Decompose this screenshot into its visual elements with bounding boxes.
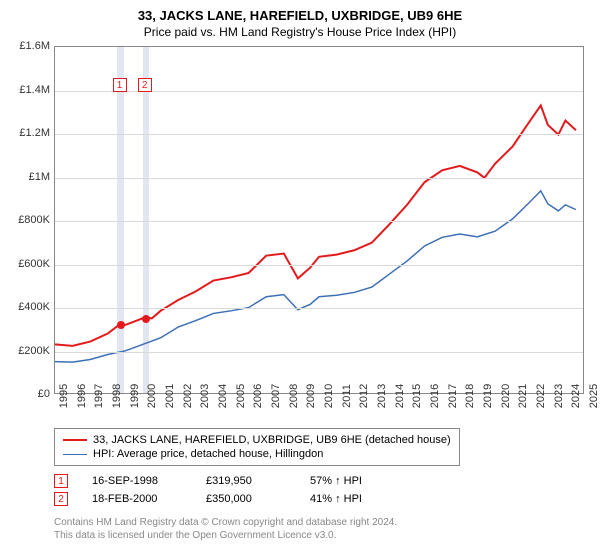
x-axis-label: 1999 xyxy=(129,384,141,408)
gridline xyxy=(55,308,583,309)
gridline xyxy=(55,178,583,179)
x-axis-label: 1997 xyxy=(93,384,105,408)
transaction-point xyxy=(117,321,125,329)
x-axis-label: 2001 xyxy=(164,384,176,408)
chart-title: 33, JACKS LANE, HAREFIELD, UXBRIDGE, UB9… xyxy=(0,0,600,23)
x-axis-label: 2013 xyxy=(376,384,388,408)
x-axis-label: 2016 xyxy=(429,384,441,408)
x-axis-label: 2003 xyxy=(199,384,211,408)
transaction-date: 16-SEP-1998 xyxy=(92,475,182,487)
x-axis-label: 2019 xyxy=(482,384,494,408)
x-axis-label: 2024 xyxy=(570,384,582,408)
x-axis-label: 2008 xyxy=(288,384,300,408)
transaction-price: £319,950 xyxy=(206,475,286,487)
x-axis-label: 2021 xyxy=(517,384,529,408)
series-line xyxy=(55,105,576,345)
x-axis-label: 2025 xyxy=(588,384,600,408)
y-axis-label: £1.6M xyxy=(0,40,50,52)
transaction-marker-box: 1 xyxy=(113,78,127,92)
table-row: 2 18-FEB-2000 £350,000 41% ↑ HPI xyxy=(54,490,400,508)
footnote: Contains HM Land Registry data © Crown c… xyxy=(54,516,397,542)
legend-item: 33, JACKS LANE, HAREFIELD, UXBRIDGE, UB9… xyxy=(63,433,451,447)
x-axis-label: 2002 xyxy=(182,384,194,408)
x-axis-label: 2012 xyxy=(358,384,370,408)
transaction-hpi: 57% ↑ HPI xyxy=(310,475,400,487)
transaction-marker: 2 xyxy=(54,492,68,506)
x-axis-label: 2015 xyxy=(411,384,423,408)
y-axis-label: £1M xyxy=(0,171,50,183)
table-row: 1 16-SEP-1998 £319,950 57% ↑ HPI xyxy=(54,472,400,490)
legend-label: HPI: Average price, detached house, Hill… xyxy=(93,448,323,460)
transaction-marker-box: 2 xyxy=(138,78,152,92)
legend-item: HPI: Average price, detached house, Hill… xyxy=(63,447,451,461)
y-axis-label: £0 xyxy=(0,388,50,400)
y-axis-label: £1.2M xyxy=(0,127,50,139)
gridline xyxy=(55,134,583,135)
legend-swatch xyxy=(63,454,87,455)
x-axis-label: 1996 xyxy=(76,384,88,408)
chart-subtitle: Price paid vs. HM Land Registry's House … xyxy=(0,23,600,45)
legend-label: 33, JACKS LANE, HAREFIELD, UXBRIDGE, UB9… xyxy=(93,434,451,446)
chart-plot-area xyxy=(54,46,584,394)
x-axis-label: 1998 xyxy=(111,384,123,408)
y-axis-label: £200K xyxy=(0,345,50,357)
transaction-point xyxy=(142,315,150,323)
x-axis-label: 2007 xyxy=(270,384,282,408)
chart-lines-svg xyxy=(55,47,583,393)
y-axis-label: £1.4M xyxy=(0,84,50,96)
transaction-date: 18-FEB-2000 xyxy=(92,493,182,505)
y-axis-label: £800K xyxy=(0,214,50,226)
transactions-table: 1 16-SEP-1998 £319,950 57% ↑ HPI 2 18-FE… xyxy=(54,472,400,508)
x-axis-label: 2006 xyxy=(252,384,264,408)
series-line xyxy=(55,191,576,362)
legend-swatch xyxy=(63,439,87,441)
footnote-line: This data is licensed under the Open Gov… xyxy=(54,529,397,542)
x-axis-label: 2022 xyxy=(535,384,547,408)
x-axis-label: 2011 xyxy=(341,384,353,408)
x-axis-label: 2010 xyxy=(323,384,335,408)
footnote-line: Contains HM Land Registry data © Crown c… xyxy=(54,516,397,529)
y-axis-label: £400K xyxy=(0,301,50,313)
x-axis-label: 2005 xyxy=(235,384,247,408)
x-axis-label: 2014 xyxy=(394,384,406,408)
x-axis-label: 2017 xyxy=(447,384,459,408)
x-axis-label: 2018 xyxy=(464,384,476,408)
gridline xyxy=(55,265,583,266)
x-axis-label: 2000 xyxy=(146,384,158,408)
gridline xyxy=(55,91,583,92)
x-axis-label: 2004 xyxy=(217,384,229,408)
y-axis-label: £600K xyxy=(0,258,50,270)
x-axis-label: 2023 xyxy=(553,384,565,408)
x-axis-label: 2020 xyxy=(500,384,512,408)
gridline xyxy=(55,221,583,222)
chart-legend: 33, JACKS LANE, HAREFIELD, UXBRIDGE, UB9… xyxy=(54,428,460,466)
transaction-marker: 1 xyxy=(54,474,68,488)
x-axis-label: 1995 xyxy=(58,384,70,408)
transaction-price: £350,000 xyxy=(206,493,286,505)
gridline xyxy=(55,352,583,353)
transaction-hpi: 41% ↑ HPI xyxy=(310,493,400,505)
x-axis-label: 2009 xyxy=(305,384,317,408)
